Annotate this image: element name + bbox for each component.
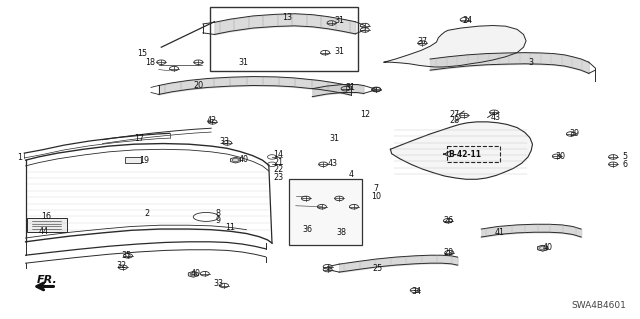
Text: 39: 39 xyxy=(570,129,580,138)
Text: 31: 31 xyxy=(329,134,339,143)
Text: 36: 36 xyxy=(302,225,312,234)
Text: 34: 34 xyxy=(411,287,421,296)
Text: 33: 33 xyxy=(219,137,229,146)
Text: 33: 33 xyxy=(214,279,224,288)
Text: 40: 40 xyxy=(190,269,200,278)
Polygon shape xyxy=(538,245,548,251)
Text: 42: 42 xyxy=(206,116,216,125)
Text: 26: 26 xyxy=(443,216,453,225)
Text: 16: 16 xyxy=(41,212,51,221)
Text: 31: 31 xyxy=(346,83,356,92)
Text: 29: 29 xyxy=(443,248,453,256)
Text: 43: 43 xyxy=(491,113,501,122)
Text: SWA4B4601: SWA4B4601 xyxy=(571,301,626,310)
Text: 9: 9 xyxy=(215,216,220,225)
Text: 41: 41 xyxy=(494,228,504,237)
Text: 22: 22 xyxy=(273,165,284,174)
Text: 8: 8 xyxy=(215,209,220,218)
Text: 25: 25 xyxy=(372,264,383,273)
Text: 24: 24 xyxy=(462,16,472,25)
Bar xyxy=(210,7,358,71)
Text: 4: 4 xyxy=(348,170,353,179)
Text: 37: 37 xyxy=(417,37,428,46)
Text: 31: 31 xyxy=(334,47,344,56)
Text: 6: 6 xyxy=(623,160,628,169)
Text: 38: 38 xyxy=(336,228,346,237)
Text: 18: 18 xyxy=(145,58,156,67)
Text: 23: 23 xyxy=(273,173,284,182)
Text: 13: 13 xyxy=(282,13,292,22)
Polygon shape xyxy=(538,245,548,251)
Text: 30: 30 xyxy=(555,152,565,161)
Text: 12: 12 xyxy=(360,110,370,119)
Text: 31: 31 xyxy=(238,58,248,67)
Bar xyxy=(447,146,500,162)
Text: 40: 40 xyxy=(542,243,552,252)
Polygon shape xyxy=(390,122,532,179)
Text: 11: 11 xyxy=(225,223,236,232)
Text: 32: 32 xyxy=(116,261,127,270)
Text: 27: 27 xyxy=(449,110,460,119)
Polygon shape xyxy=(384,26,526,67)
Polygon shape xyxy=(188,271,198,277)
Text: 3: 3 xyxy=(529,58,534,67)
Text: 14: 14 xyxy=(273,150,284,159)
Text: 28: 28 xyxy=(449,116,460,125)
Text: 20: 20 xyxy=(193,81,204,90)
Text: 2: 2 xyxy=(145,209,150,218)
Text: 40: 40 xyxy=(238,155,248,164)
Text: 7: 7 xyxy=(374,184,379,193)
Text: 5: 5 xyxy=(623,152,628,161)
Text: 31: 31 xyxy=(334,16,344,25)
Text: 44: 44 xyxy=(38,227,49,236)
Polygon shape xyxy=(230,157,241,163)
Bar xyxy=(27,218,67,232)
Text: 21: 21 xyxy=(273,158,284,167)
Text: 10: 10 xyxy=(371,192,381,201)
Text: 43: 43 xyxy=(328,159,338,168)
Text: B-42-11: B-42-11 xyxy=(449,150,482,159)
Text: 1: 1 xyxy=(17,153,22,162)
Text: 35: 35 xyxy=(122,251,132,260)
Text: 15: 15 xyxy=(137,49,147,58)
Text: 17: 17 xyxy=(134,134,145,143)
Text: FR.: FR. xyxy=(36,275,57,285)
Bar xyxy=(125,157,141,163)
Text: 19: 19 xyxy=(139,156,149,165)
Bar xyxy=(289,179,362,245)
